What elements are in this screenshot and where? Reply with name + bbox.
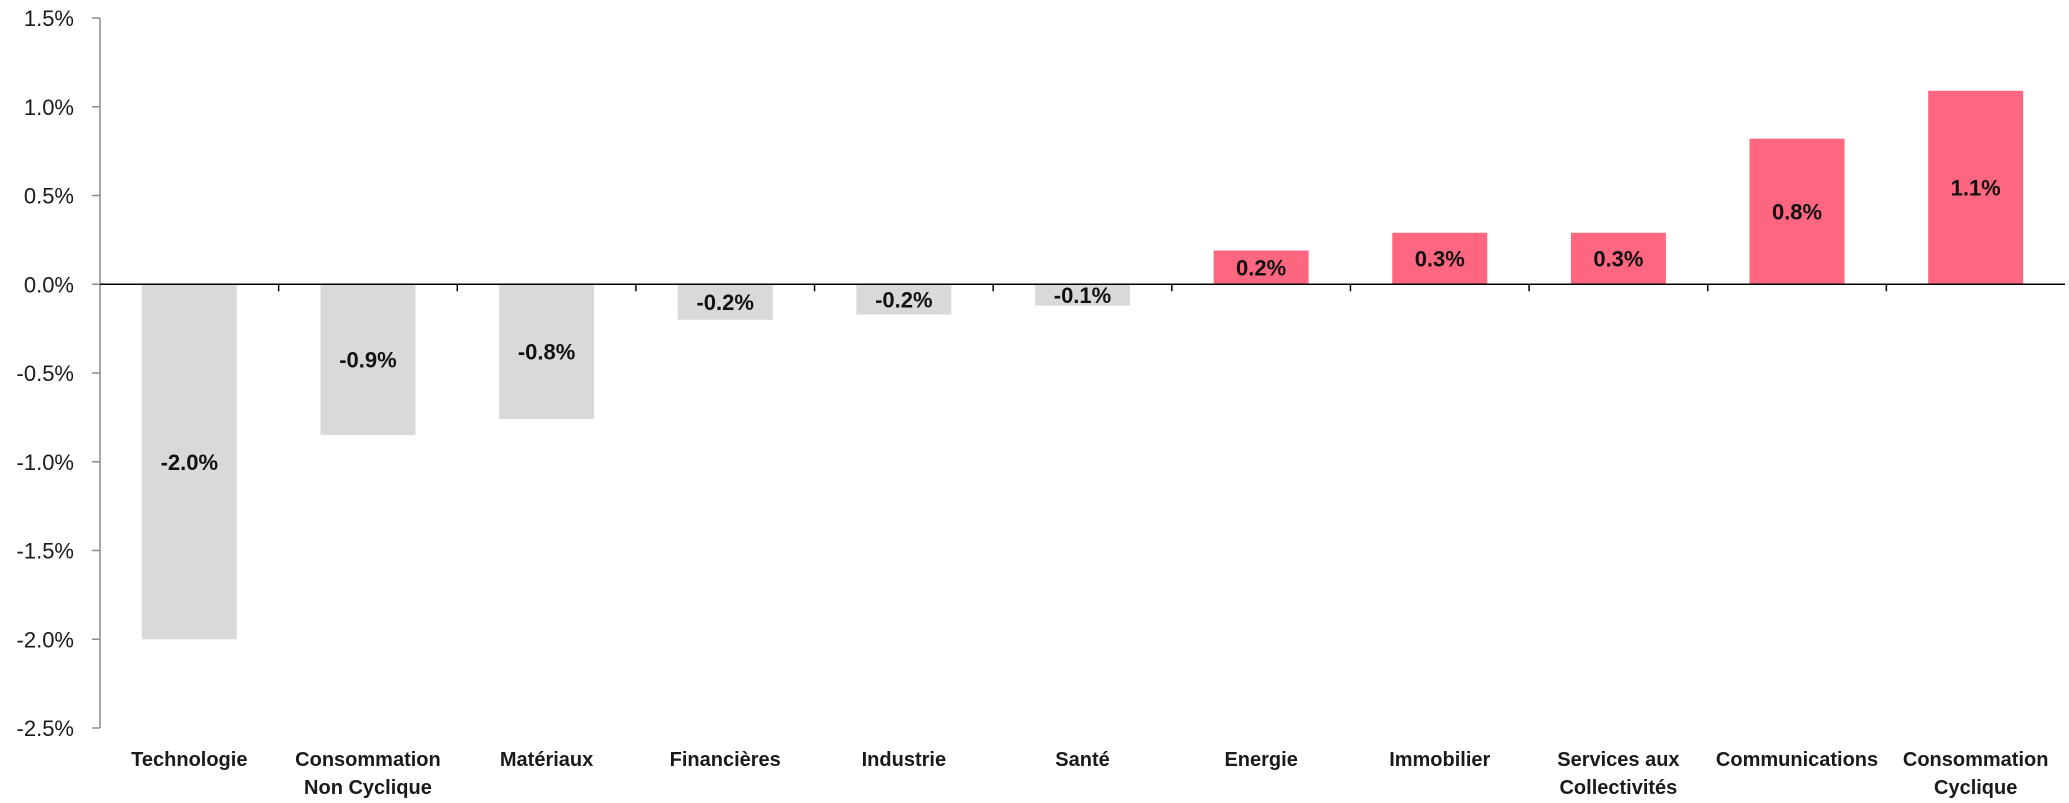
x-category-label-line: Energie: [1224, 749, 1297, 771]
x-category-label: Consommation Non Cyclique: [295, 749, 441, 798]
y-tick-label: 0.0%: [24, 272, 74, 297]
bar: [1570, 232, 1666, 285]
x-category-label: Immobilier: [1389, 749, 1490, 771]
bar-value-label: -0.2%: [875, 287, 932, 312]
data-labels: -2.0% -0.9% -0.8% -0.2% -0.2% -0.1% 0.2% 0.3% 0.…: [161, 176, 2001, 475]
y-tick-label: -1.5%: [17, 539, 74, 564]
x-category-label: Communications: [1716, 749, 1878, 771]
x-category-label: Financières: [670, 749, 781, 771]
bar-value-label: 0.2%: [1236, 255, 1286, 280]
x-category-label: Energie: [1224, 749, 1297, 771]
x-category-label-line: Consommation: [295, 749, 441, 771]
bar: [320, 284, 416, 436]
x-axis: Technologie Consommation Non Cyclique Matér…: [100, 283, 2065, 799]
x-category-label-line: Non Cyclique: [304, 777, 432, 798]
bar: [141, 284, 237, 640]
x-category-label-line: Industrie: [862, 749, 946, 771]
bar-value-label: -2.0%: [161, 450, 218, 475]
x-category-label: Santé: [1055, 749, 1109, 771]
bar-value-label: -0.9%: [339, 348, 396, 373]
x-category-label-line: Financières: [670, 749, 781, 771]
bar-value-label: 0.8%: [1772, 199, 1822, 224]
y-tick-label: 1.0%: [24, 95, 74, 120]
x-category-label-line: Collectivités: [1559, 777, 1677, 798]
bar: [1749, 138, 1845, 285]
bar: [856, 284, 952, 315]
bar-value-label: -0.1%: [1054, 283, 1111, 308]
y-tick-label: -2.5%: [17, 716, 74, 741]
y-axis: 1.5% 1.0% 0.5% 0.0% -0.5% -1.0% -1.5% -2.0% -2.5…: [17, 6, 101, 741]
bar-value-label: 0.3%: [1415, 247, 1465, 272]
bar-value-label: -0.2%: [696, 290, 753, 315]
x-category-label-line: Services aux: [1557, 749, 1679, 771]
x-category-label: Technologie: [131, 749, 247, 771]
x-category-label-line: Matériaux: [500, 749, 593, 771]
bars: [141, 90, 2024, 640]
bar: [677, 284, 773, 320]
x-category-label: Consommation Cyclique: [1903, 749, 2049, 798]
x-category-label-line: Cyclique: [1934, 777, 2017, 798]
x-category-label-line: Communications: [1716, 749, 1878, 771]
x-category-label-line: Consommation: [1903, 749, 2049, 771]
x-category-label-line: Immobilier: [1389, 749, 1490, 771]
x-category-label-line: Santé: [1055, 749, 1109, 771]
y-tick-label: -0.5%: [17, 361, 74, 386]
y-tick-label: -2.0%: [17, 627, 74, 652]
x-category-label: Services aux Collectivités: [1557, 749, 1679, 798]
x-category-label: Matériaux: [500, 749, 593, 771]
bar: [499, 284, 595, 420]
bar-value-label: -0.8%: [518, 340, 575, 365]
bar: [1928, 90, 2024, 285]
bar-value-label: 1.1%: [1951, 176, 2001, 201]
bar-value-label: 0.3%: [1593, 247, 1643, 272]
bar: [1035, 284, 1130, 306]
x-category-label: Industrie: [862, 749, 946, 771]
y-tick-label: 1.5%: [24, 6, 74, 31]
x-category-label-line: Technologie: [131, 749, 247, 771]
y-tick-label: -1.0%: [17, 450, 74, 475]
y-tick-label: 0.5%: [24, 184, 74, 209]
bar: [1392, 232, 1488, 285]
bar: [1213, 250, 1309, 285]
